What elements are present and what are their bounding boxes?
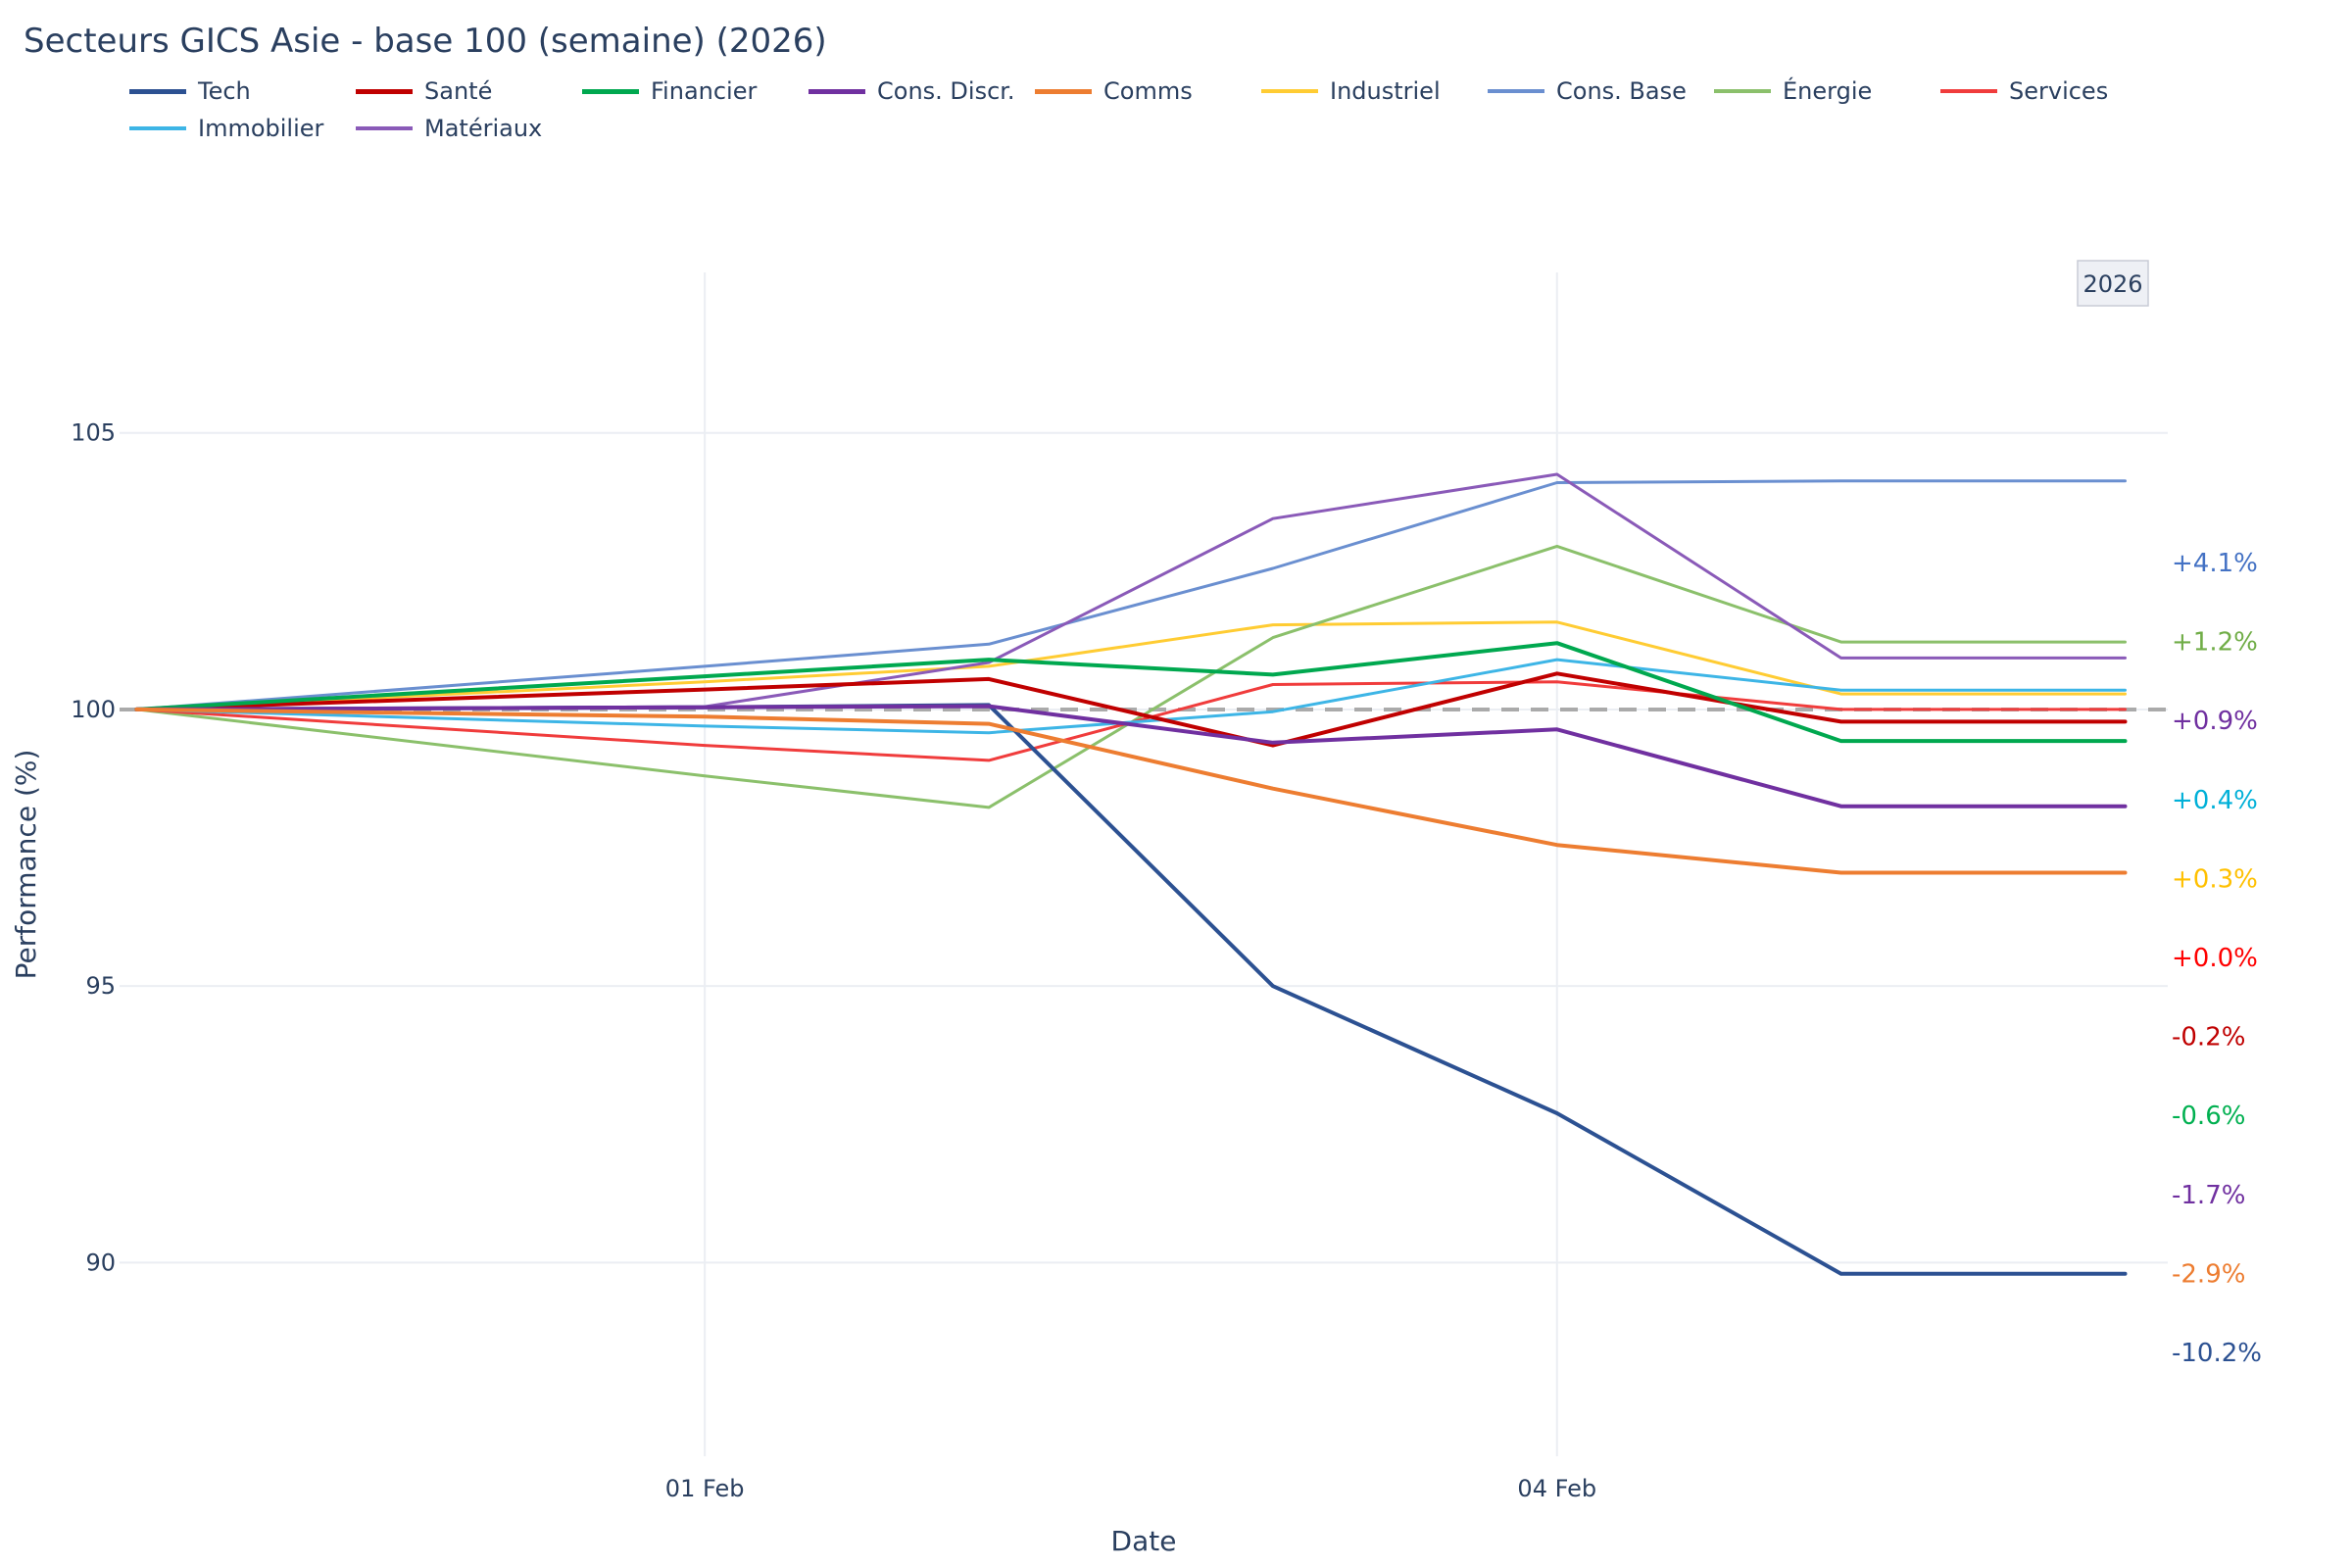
legend-item-immobilier[interactable]: Immobilier	[129, 110, 323, 147]
y-tick-label: 100	[71, 696, 116, 723]
legend-item-sante[interactable]: Santé	[356, 73, 492, 110]
legend-item-financier[interactable]: Financier	[582, 73, 757, 110]
legend-item-cons-base[interactable]: Cons. Base	[1488, 73, 1687, 110]
legend-item-energie[interactable]: Énergie	[1714, 73, 1872, 110]
legend-swatch	[1035, 88, 1092, 94]
legend-label: Santé	[424, 77, 493, 105]
end-label: +1.2%	[2172, 628, 2258, 658]
legend-swatch	[1261, 89, 1318, 93]
legend-item-cons-discr[interactable]: Cons. Discr.	[808, 73, 1015, 110]
end-label: +0.4%	[2172, 786, 2258, 815]
series-line-materiaux	[134, 472, 2127, 711]
legend-label: Industriel	[1330, 77, 1441, 105]
series-line-financier	[134, 641, 2128, 744]
x-tick-label: 04 Feb	[1517, 1475, 1596, 1502]
end-label: -10.2%	[2172, 1339, 2262, 1368]
series-line-cons-discr	[134, 704, 2128, 808]
series-line-tech	[134, 703, 2128, 1276]
y-tick-label: 90	[85, 1249, 116, 1276]
legend-swatch	[1714, 89, 1771, 93]
y-tick-label: 105	[71, 419, 116, 447]
legend-label: Financier	[651, 77, 758, 105]
series-line-immobilier	[134, 658, 2127, 735]
legend-swatch	[1940, 89, 1997, 93]
legend-label: Cons. Discr.	[877, 77, 1015, 105]
end-label: -1.7%	[2172, 1181, 2245, 1210]
legend-label: Tech	[198, 77, 251, 105]
end-label: -0.6%	[2172, 1102, 2245, 1131]
end-label: -2.9%	[2172, 1259, 2245, 1289]
legend-label: Immobilier	[198, 115, 324, 142]
legend-swatch	[356, 88, 413, 94]
year-badge: 2026	[2082, 270, 2142, 298]
series-line-cons-base	[134, 479, 2127, 711]
end-label: -0.2%	[2172, 1023, 2245, 1053]
y-tick-label: 95	[85, 972, 116, 1000]
series-line-industriel	[134, 620, 2127, 711]
end-label: +0.9%	[2172, 707, 2258, 736]
x-tick-label: 01 Feb	[665, 1475, 745, 1502]
legend-item-services[interactable]: Services	[1940, 73, 2108, 110]
legend-label: Cons. Base	[1556, 77, 1687, 105]
legend-swatch	[129, 88, 186, 94]
series-line-services	[134, 680, 2127, 762]
year-badge-box	[2077, 260, 2149, 307]
chart-title: Secteurs GICS Asie - base 100 (semaine) …	[24, 22, 827, 61]
series-line-comms	[134, 707, 2128, 875]
legend-swatch	[129, 126, 186, 130]
legend-label: Matériaux	[424, 115, 543, 142]
legend-item-tech[interactable]: Tech	[129, 73, 251, 110]
legend-label: Services	[2009, 77, 2109, 105]
legend-item-comms[interactable]: Comms	[1035, 73, 1193, 110]
legend-item-industriel[interactable]: Industriel	[1261, 73, 1441, 110]
y-axis-title: Performance (%)	[10, 750, 42, 980]
legend-item-materiaux[interactable]: Matériaux	[356, 110, 542, 147]
legend-swatch	[582, 88, 639, 94]
legend-label: Comms	[1103, 77, 1193, 105]
end-label: +0.0%	[2172, 944, 2258, 973]
series-line-energie	[134, 544, 2127, 809]
end-label: +4.1%	[2172, 549, 2258, 578]
end-label: +0.3%	[2172, 864, 2258, 894]
x-axis-title: Date	[1111, 1525, 1177, 1557]
legend-label: Énergie	[1783, 77, 1873, 105]
legend: Tech Santé Financier Cons. Discr. Comms Indus…	[129, 73, 2187, 151]
series-line-sante	[134, 671, 2128, 748]
legend-swatch	[1488, 89, 1544, 93]
legend-swatch	[808, 88, 865, 94]
legend-swatch	[356, 126, 413, 130]
